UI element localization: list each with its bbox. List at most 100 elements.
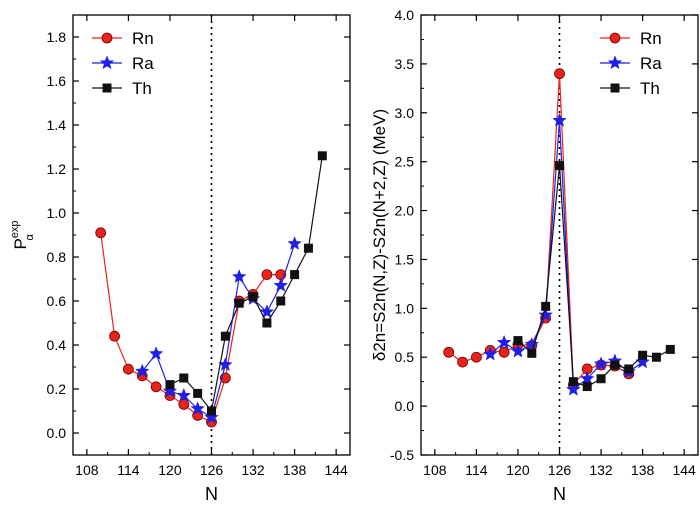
panel-left-y-tick-label: 0.0 [47, 425, 67, 441]
panel-right-rn-point [457, 356, 468, 368]
panel-left-legend: Rn Ra Th [92, 29, 154, 98]
panel-right-y-tick-label: -0.5 [390, 447, 414, 463]
panel-left-y-tick-label: 1.8 [47, 29, 67, 45]
panel-right-x-axis-title: N [553, 484, 566, 504]
panel-right-y-tick-label: 2.0 [395, 203, 415, 219]
panel-right-y-tick-label: 1.5 [395, 251, 415, 267]
panel-left-x-tick-label: 108 [75, 462, 99, 478]
panel-left-th-point [262, 318, 272, 328]
panel-left-ra-point [190, 401, 205, 416]
panel-right-ra-point [524, 336, 540, 351]
panel-left-legend-rn-marker [101, 32, 113, 44]
panel-right-th-point [610, 360, 620, 370]
panel-right-th-point [527, 348, 537, 358]
panel-right-th-point [665, 344, 675, 354]
panel-right-y-tick-label: 2.5 [395, 154, 415, 170]
panel-right-x-tick-label: 132 [589, 462, 613, 478]
panel-left-y-tick-label: 0.2 [47, 381, 67, 397]
panel-right-ra-point [496, 334, 512, 349]
panel-left-ra-point [287, 236, 302, 251]
panel-right-chart: 108 114 120 126 132 138 144 -0.5 0.0 0.5 1.0 1.5 2.0… [370, 7, 699, 504]
panel-left-th-point [207, 406, 216, 416]
panel-left-ra-point [273, 277, 289, 292]
panel-left-legend-rn-label: Rn [132, 29, 154, 48]
panel-left-x-tick-label: 144 [324, 462, 348, 478]
panel-right-legend-th-label: Th [640, 79, 660, 98]
panel-right-x-tick-label: 108 [423, 462, 447, 478]
panel-left-ra-point [134, 363, 150, 378]
panel-left-legend-th-marker [102, 83, 112, 93]
panel-right-legend-rn-marker [609, 32, 621, 44]
panel-left-ra-point [259, 304, 275, 319]
panel-left-legend-ra-label: Ra [132, 54, 154, 73]
panel-right-x-tick-label: 120 [506, 462, 530, 478]
panel-left-th-point [193, 388, 203, 398]
panel-left-th-point [220, 331, 230, 341]
panel-left-th-point [276, 296, 286, 306]
panel-left-y-tick-label: 1.4 [47, 117, 67, 133]
panel-left-x-tick-label: 138 [283, 462, 307, 478]
panel-right-y-tick-label: 0.0 [395, 398, 415, 414]
panel-right-y-tick-label: 0.5 [395, 349, 415, 365]
panel-left-y-tick-label: 0.4 [47, 337, 67, 353]
panel-right-legend-ra-label: Ra [640, 54, 662, 73]
panel-left-x-tick-label: 120 [158, 462, 182, 478]
panel-left-ra-point [176, 387, 192, 402]
panel-right-ra-point [482, 346, 498, 361]
panel-right-th-point [596, 374, 606, 384]
panel-right-rn-line [448, 73, 630, 387]
panel-left-y-tick-label: 0.8 [47, 249, 67, 265]
panel-right-legend: Rn Ra Th [600, 29, 662, 98]
panel-left-th-point [234, 298, 244, 308]
panel-right-th-point [582, 382, 592, 392]
panel-right-y-tick-label: 1.0 [395, 300, 415, 316]
panel-right-rn-point [554, 68, 565, 80]
panel-left-th-line [169, 155, 323, 413]
panel-left-series-rn [95, 227, 287, 428]
panel-left-ra-line [141, 243, 296, 419]
panel-right-th-point [651, 352, 661, 362]
panel-left-rn-point [150, 381, 162, 393]
panel-right-th-point [638, 350, 648, 360]
panel-left-rn-point [178, 398, 190, 410]
panel-left-rn-line [100, 232, 281, 423]
panel-right-rn-point [498, 346, 510, 358]
panel-right-ra-point [566, 381, 581, 396]
panel-left-x-tick-label: 126 [200, 462, 224, 478]
panel-right-legend-th-marker [610, 83, 620, 93]
panel-right-x-tick-label: 126 [548, 462, 572, 478]
panel-right-legend-rn-label: Rn [640, 29, 662, 48]
panel-right-th-point [541, 301, 551, 311]
panel-left-ra-point [204, 409, 219, 424]
panel-left-y-axis-title: Pexp α [9, 220, 36, 249]
panel-left-ra-point [231, 269, 247, 284]
panel-right-legend-ra-marker [607, 55, 623, 70]
panel-left-x-axis-title: N [205, 484, 218, 504]
panel-left-th-point [290, 270, 300, 280]
panel-right-y-axis-title: δ2n=S2n(N,Z)-S2n(N+2,Z) (MeV) [370, 109, 389, 361]
panel-right-y-tick-label: 3.5 [395, 56, 415, 72]
panel-left-ra-point [162, 383, 178, 398]
panel-right-th-line [517, 165, 671, 388]
panel-right-ra-point [593, 356, 609, 371]
panel-right-y-tick-label: 4.0 [395, 7, 415, 23]
panel-left-y-tick-label: 0.6 [47, 293, 67, 309]
panel-right-ra-point [510, 343, 526, 358]
panel-right-rn-point [443, 346, 455, 358]
panel-right-th-point [624, 364, 634, 374]
panel-left-series-ra [134, 236, 302, 424]
panel-right-ra-point [552, 112, 567, 127]
panel-right-ra-point [579, 371, 595, 385]
panel-left-th-point [165, 380, 175, 390]
panel-left-legend-th-label: Th [132, 79, 152, 98]
panel-left-y-tick-label: 1.6 [47, 73, 67, 89]
panel-left-series-th [165, 151, 327, 416]
panel-right-x-tick-label: 144 [672, 462, 696, 478]
panel-left-ra-point [148, 346, 164, 361]
panel-right-x-tick-label: 114 [465, 462, 488, 478]
panel-right-series-rn [443, 68, 635, 391]
panel-left-th-point [317, 151, 327, 161]
panel-right-th-point [568, 377, 578, 387]
